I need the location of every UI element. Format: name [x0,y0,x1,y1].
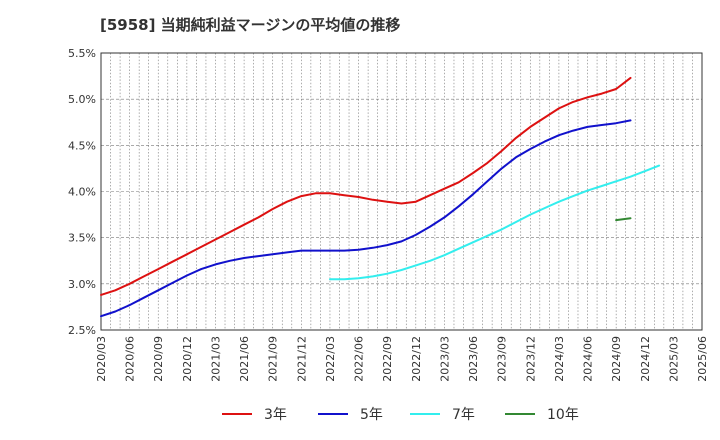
x-tick-label: 2025/03 [667,336,680,382]
x-tick-label: 2021/06 [238,336,251,382]
x-tick-label: 2024/03 [553,336,566,382]
legend-label: 5年 [360,407,383,423]
x-tick-label: 2021/09 [267,336,280,382]
x-tick-label: 2021/03 [209,336,222,382]
series-line-10年 [615,217,632,222]
x-tick-label: 2023/03 [438,336,451,382]
x-tick-label: 2020/03 [95,336,108,382]
x-tick-label: 2024/06 [582,336,595,382]
y-tick-label: 4.5% [68,139,96,152]
x-tick-label: 2020/06 [124,336,137,382]
x-tick-label: 2022/12 [410,336,423,382]
y-tick-label: 5.5% [68,47,96,60]
x-tick-label: 2024/12 [639,336,652,382]
x-tick-label: 2020/12 [181,336,194,382]
x-tick-label: 2020/09 [152,336,165,382]
x-tick-label: 2025/06 [696,336,709,382]
series-line-3年 [100,76,632,296]
plot-frame [100,52,703,331]
legend-label: 10年 [547,407,579,423]
x-tick-label: 2021/12 [295,336,308,382]
x-tick-label: 2022/06 [353,336,366,382]
x-tick-label: 2023/09 [496,336,509,382]
y-tick-label: 4.0% [68,186,96,199]
x-tick-label: 2022/03 [324,336,337,382]
y-tick-label: 3.5% [68,232,96,245]
y-tick-label: 3.0% [68,278,96,291]
y-tick-label: 2.5% [68,324,96,337]
series-line-5年 [100,119,632,318]
chart-title: [5958] 当期純利益マージンの平均値の推移 [100,16,401,34]
x-tick-label: 2023/12 [524,336,537,382]
x-tick-label: 2023/06 [467,336,480,382]
legend-label: 7年 [452,407,475,423]
series-line-7年 [329,164,661,281]
x-tick-label: 2022/09 [381,336,394,382]
x-tick-label: 2024/09 [610,336,623,382]
y-tick-label: 5.0% [68,93,96,106]
legend-label: 3年 [264,407,287,423]
